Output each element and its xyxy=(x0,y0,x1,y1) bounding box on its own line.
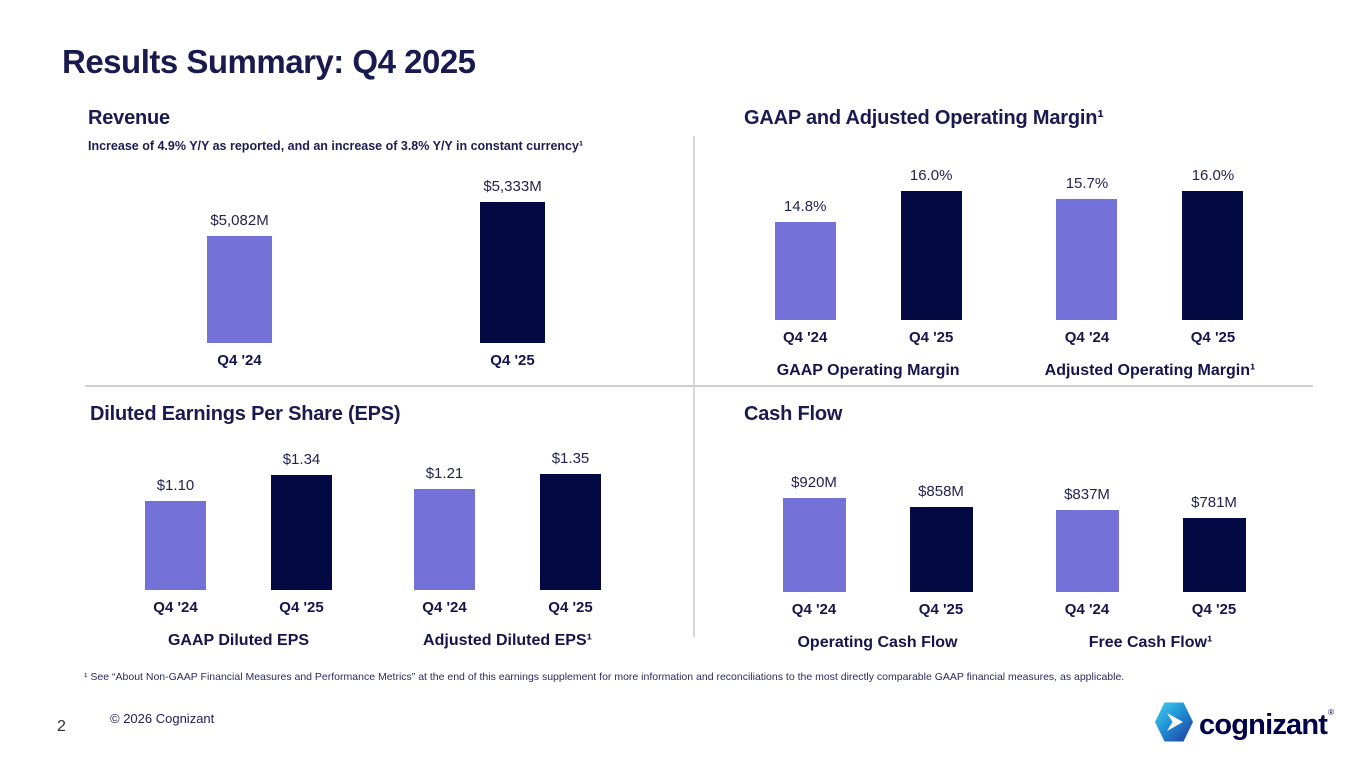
cognizant-hexagon-icon xyxy=(1155,702,1193,747)
bar-category-label: Q4 '24 xyxy=(217,352,262,369)
cash-flow-bar-chart: $920M Q4 '24 $858M Q4 '25 Operating Cash Flo… xyxy=(734,465,1294,653)
bar-group: 15.7% Q4 '24 16.0% Q4 '25 Adjusted Operating… xyxy=(1045,168,1256,381)
bar-pair: $5,082M Q4 '24 $5,333M Q4 '25 xyxy=(207,179,545,370)
bar-column: $1.21 Q4 '24 xyxy=(414,466,475,617)
operating-margin-bar-chart: 14.8% Q4 '24 16.0% Q4 '25 GAAP Operating Mar… xyxy=(735,161,1295,381)
bar-pair: $1.21 Q4 '24 $1.35 Q4 '25 xyxy=(414,451,601,617)
group-label: Operating Cash Flow xyxy=(797,634,958,651)
bar-column: $837M Q4 '24 xyxy=(1055,486,1119,619)
bar-value-label: $920M xyxy=(791,474,837,491)
bar-category-label: Q4 '25 xyxy=(1190,329,1236,346)
bar-category-label: Q4 '25 xyxy=(548,599,593,616)
bar-group: $837M Q4 '24 $781M Q4 '25 Free Cash Flow¹ xyxy=(1055,486,1246,653)
bar-prior xyxy=(1055,510,1119,592)
bar-prior xyxy=(782,498,846,592)
cognizant-logo: cognizant® xyxy=(1155,702,1334,747)
bar-column: $5,082M Q4 '24 xyxy=(207,213,272,370)
bar-category-label: Q4 '25 xyxy=(908,329,954,346)
bar-prior xyxy=(414,489,475,590)
bar-prior xyxy=(1056,199,1118,320)
bar-category-label: Q4 '24 xyxy=(791,601,837,618)
bar-value-label: $858M xyxy=(918,483,964,500)
group-label: Adjusted Operating Margin¹ xyxy=(1044,362,1256,379)
bar-value-label: $837M xyxy=(1064,486,1110,503)
bar-pair: 15.7% Q4 '24 16.0% Q4 '25 xyxy=(1056,167,1244,347)
revenue-subtitle: Increase of 4.9% Y/Y as reported, and an… xyxy=(88,139,584,153)
group-label: Adjusted Diluted EPS¹ xyxy=(423,632,592,649)
bar-prior xyxy=(207,236,272,343)
bar-category-label: Q4 '24 xyxy=(1064,329,1110,346)
bar-column: $781M Q4 '25 xyxy=(1182,494,1246,619)
bar-prior xyxy=(774,222,836,320)
bar-pair: 14.8% Q4 '24 16.0% Q4 '25 xyxy=(774,167,962,347)
bar-category-label: Q4 '25 xyxy=(1191,601,1237,618)
bar-pair: $920M Q4 '24 $858M Q4 '25 xyxy=(782,474,973,619)
bar-value-label: 16.0% xyxy=(1191,167,1235,184)
bar-column: $858M Q4 '25 xyxy=(909,483,973,619)
horizontal-divider xyxy=(85,385,1313,387)
bar-category-label: Q4 '24 xyxy=(422,599,467,616)
bar-column: 14.8% Q4 '24 xyxy=(774,198,836,347)
bar-pair: $837M Q4 '24 $781M Q4 '25 xyxy=(1055,486,1246,619)
bar-value-label: $5,333M xyxy=(483,178,542,195)
bar-category-label: Q4 '25 xyxy=(490,352,535,369)
section-title-revenue: Revenue xyxy=(88,107,170,129)
bar-value-label: $1.35 xyxy=(551,450,590,467)
bar-column: 16.0% Q4 '25 xyxy=(900,167,962,347)
bar-category-label: Q4 '24 xyxy=(153,599,198,616)
bar-group: 14.8% Q4 '24 16.0% Q4 '25 GAAP Operating Mar… xyxy=(774,167,962,381)
bar-column: $1.34 Q4 '25 xyxy=(271,452,332,617)
bar-current xyxy=(909,507,973,592)
registered-mark: ® xyxy=(1328,707,1334,717)
page-title: Results Summary: Q4 2025 xyxy=(62,43,476,80)
bar-current xyxy=(1182,518,1246,592)
bar-group: $5,082M Q4 '24 $5,333M Q4 '25 xyxy=(207,179,545,370)
copyright-text: © 2026 Cognizant xyxy=(110,711,215,726)
page-number: 2 xyxy=(57,718,66,735)
bar-value-label: 15.7% xyxy=(1065,175,1109,192)
bar-pair: $1.10 Q4 '24 $1.34 Q4 '25 xyxy=(145,452,332,617)
bar-group: $920M Q4 '24 $858M Q4 '25 Operating Cash Flo… xyxy=(782,474,973,653)
bar-column: $1.35 Q4 '25 xyxy=(540,451,601,617)
bar-column: $920M Q4 '24 xyxy=(782,474,846,619)
bar-group: $1.21 Q4 '24 $1.35 Q4 '25 Adjusted Diluted E… xyxy=(414,451,601,651)
bar-value-label: $5,082M xyxy=(210,212,269,229)
diluted-eps-bar-chart: $1.10 Q4 '24 $1.34 Q4 '25 GAAP Diluted EPS $1… xyxy=(93,446,653,651)
bar-column: 15.7% Q4 '24 xyxy=(1056,175,1118,347)
revenue-bar-chart: $5,082M Q4 '24 $5,333M Q4 '25 xyxy=(76,143,676,370)
group-label: Free Cash Flow¹ xyxy=(1088,634,1213,651)
section-title-diluted-eps: Diluted Earnings Per Share (EPS) xyxy=(90,403,401,425)
section-title-cash-flow: Cash Flow xyxy=(744,403,843,425)
bar-current xyxy=(540,474,601,590)
bar-group: $1.10 Q4 '24 $1.34 Q4 '25 GAAP Diluted EPS xyxy=(145,452,332,651)
bar-category-label: Q4 '25 xyxy=(918,601,964,618)
bar-column: $5,333M Q4 '25 xyxy=(480,179,545,370)
bar-prior xyxy=(145,501,206,590)
bar-current xyxy=(1182,191,1244,320)
bar-value-label: $1.10 xyxy=(156,477,195,494)
bar-value-label: $1.21 xyxy=(425,465,464,482)
group-label: GAAP Diluted EPS xyxy=(167,632,310,649)
bar-category-label: Q4 '24 xyxy=(782,329,828,346)
bar-column: 16.0% Q4 '25 xyxy=(1182,167,1244,347)
group-label: GAAP Operating Margin xyxy=(776,362,960,379)
footnote: ¹ See “About Non-GAAP Financial Measures… xyxy=(84,671,1125,683)
bar-value-label: $781M xyxy=(1191,494,1237,511)
section-title-operating-margin: GAAP and Adjusted Operating Margin¹ xyxy=(744,107,1104,129)
cognizant-wordmark: cognizant® xyxy=(1199,707,1334,741)
bar-category-label: Q4 '24 xyxy=(1064,601,1110,618)
bar-current xyxy=(480,202,545,343)
bar-column: $1.10 Q4 '24 xyxy=(145,478,206,617)
bar-category-label: Q4 '25 xyxy=(279,599,324,616)
bar-current xyxy=(900,191,962,320)
bar-value-label: $1.34 xyxy=(282,451,321,468)
bar-value-label: 14.8% xyxy=(783,198,827,215)
bar-current xyxy=(271,475,332,590)
bar-value-label: 16.0% xyxy=(909,167,953,184)
